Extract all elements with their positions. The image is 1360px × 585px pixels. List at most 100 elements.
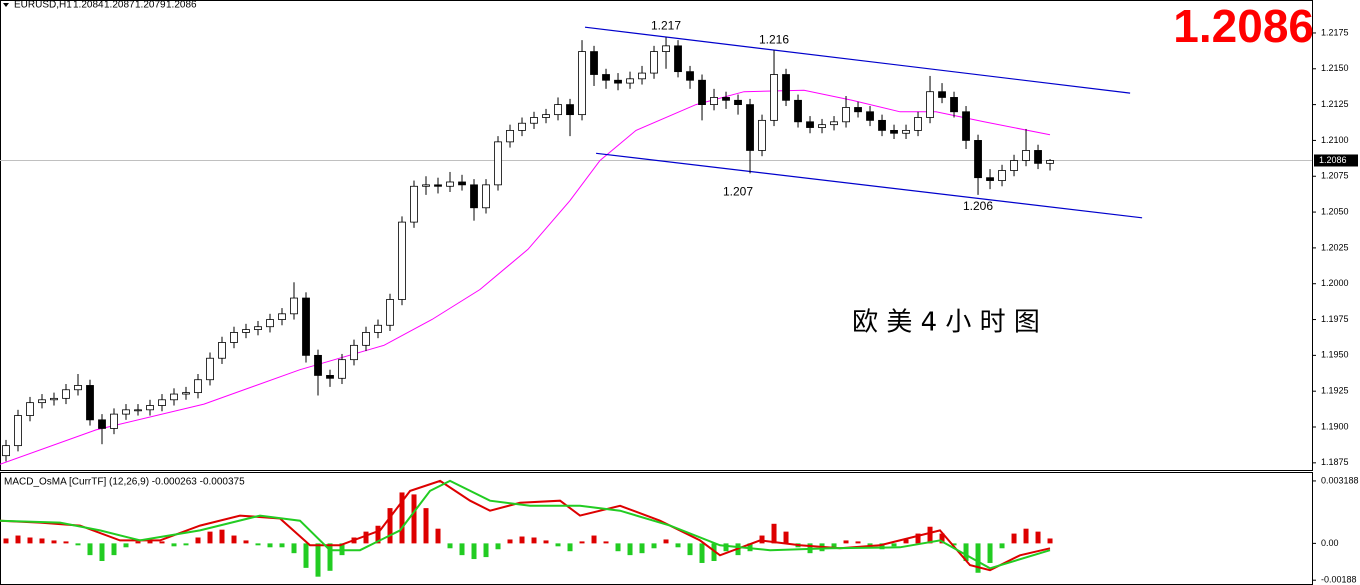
histogram-bar — [267, 543, 273, 548]
last-price-box — [1314, 154, 1358, 167]
candle-body — [194, 379, 202, 394]
histogram-bar — [687, 543, 693, 556]
candle-body — [158, 399, 166, 406]
candle-body — [2, 445, 10, 457]
candle-body — [926, 91, 934, 118]
candle-body — [50, 397, 58, 401]
histogram-bar — [951, 543, 957, 546]
candle-body — [614, 79, 622, 84]
histogram-bar — [183, 543, 189, 546]
histogram-bar — [279, 543, 285, 548]
histogram-bar — [363, 531, 369, 544]
histogram-bar — [771, 523, 777, 544]
histogram-bar — [159, 541, 165, 544]
histogram-bar — [699, 543, 705, 563]
candle-body — [974, 140, 982, 179]
histogram-bar — [195, 537, 201, 544]
candle-body — [62, 389, 70, 399]
candle-body — [398, 221, 406, 300]
histogram-bar — [1035, 531, 1041, 544]
histogram-bar — [75, 543, 81, 546]
candle-body — [1046, 160, 1054, 164]
candle-body — [458, 181, 466, 186]
histogram-bar — [987, 543, 993, 563]
candle-body — [170, 393, 178, 401]
candle-body — [542, 114, 550, 118]
histogram-bar — [879, 543, 885, 550]
histogram-bar — [519, 536, 525, 544]
histogram-bar — [111, 543, 117, 556]
histogram-bar — [99, 543, 105, 562]
histogram-bar — [915, 533, 921, 544]
candle-body — [878, 119, 886, 131]
channel-line — [584, 26, 1131, 94]
macd-line — [0, 479, 1051, 572]
candle-body — [746, 104, 754, 151]
y-tick-label: 1.2075 — [1321, 171, 1349, 181]
candle-body — [710, 97, 718, 106]
candle-body — [26, 402, 34, 416]
histogram-bar — [567, 543, 573, 552]
histogram-bar — [387, 508, 393, 544]
candle-body — [758, 119, 766, 151]
histogram-bar — [231, 535, 237, 544]
header-close: 1.2086 — [166, 0, 197, 11]
histogram-bar — [3, 538, 9, 544]
histogram-bar — [471, 543, 477, 560]
macd-title: MACD_OsMA [CurrTF] (12,26,9) -0.000263 -… — [4, 477, 245, 488]
y-tick-label: 1.2100 — [1321, 135, 1349, 145]
candle-body — [998, 170, 1006, 181]
y-tick-label: 1.2000 — [1321, 278, 1349, 288]
histogram-bar — [15, 535, 21, 544]
y-tick-label: 1.2125 — [1321, 99, 1349, 109]
y-tick-label: 1.2050 — [1321, 206, 1349, 216]
candle-body — [314, 354, 322, 376]
histogram-bar — [51, 540, 57, 544]
histogram-bar — [603, 541, 609, 544]
histogram-bar — [171, 543, 177, 547]
histogram-bar — [759, 535, 765, 544]
candle-body — [674, 45, 682, 73]
candle-body — [410, 185, 418, 223]
candle-body — [1010, 160, 1018, 171]
candle-body — [146, 405, 154, 411]
y-tick-label: -0.00188 — [1321, 575, 1357, 585]
candle-body — [134, 409, 142, 412]
histogram-bar — [207, 531, 213, 544]
histogram-bar — [843, 540, 849, 544]
candle-body — [698, 79, 706, 106]
candle-body — [518, 122, 526, 131]
candle-body — [842, 107, 850, 123]
histogram-bar — [999, 543, 1005, 549]
candle-body — [1022, 150, 1030, 161]
histogram-bar — [627, 543, 633, 556]
histogram-bar — [375, 525, 381, 544]
histogram-bar — [939, 533, 945, 544]
candle-body — [278, 313, 286, 320]
y-tick-label: 1.2150 — [1321, 63, 1349, 73]
candle-body — [818, 124, 826, 128]
candle-body — [902, 129, 910, 134]
candle-body — [326, 375, 334, 379]
histogram-bar — [975, 543, 981, 573]
candle-body — [14, 415, 22, 447]
candle-body — [290, 297, 298, 315]
header-high: 1.2087 — [104, 0, 135, 11]
peak-label: 1.206 — [963, 199, 993, 213]
menu-arrow[interactable] — [3, 3, 9, 7]
histogram-bar — [39, 538, 45, 544]
histogram-bar — [411, 494, 417, 544]
macd-panel — [0, 472, 1313, 585]
histogram-bar — [303, 543, 309, 568]
histogram-bar — [27, 537, 33, 544]
last-price-label: 1.2086 — [1319, 155, 1347, 165]
candle-body — [230, 332, 238, 343]
y-tick-label: 0.00 — [1321, 538, 1339, 548]
candle-body — [854, 107, 862, 113]
candle-body — [98, 419, 106, 429]
histogram-bar — [291, 543, 297, 554]
histogram-bar — [663, 539, 669, 544]
histogram-bar — [579, 541, 585, 544]
histogram-bar — [255, 543, 261, 546]
candle-body — [350, 344, 358, 361]
